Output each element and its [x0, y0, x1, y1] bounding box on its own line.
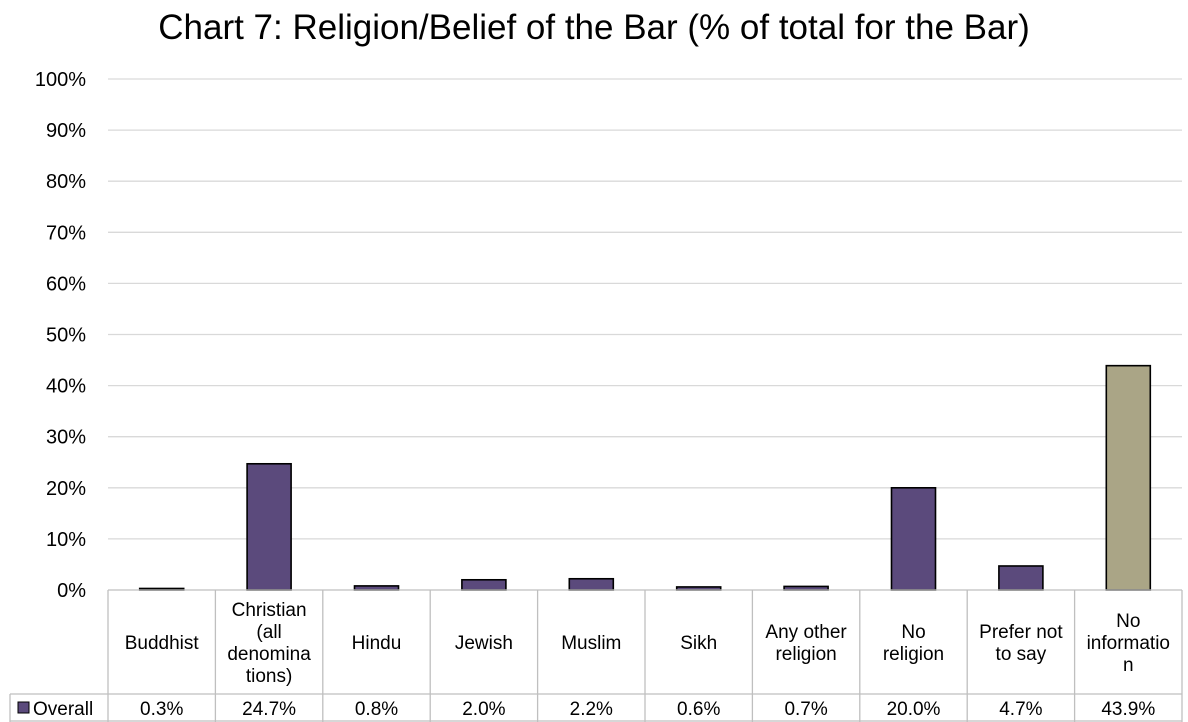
y-tick-label: 40%	[46, 376, 86, 398]
category-label: Sikh	[680, 633, 717, 654]
legend-label: Overall	[33, 699, 93, 720]
y-tick-label: 10%	[46, 529, 86, 551]
category-label: informatio	[1087, 633, 1170, 654]
bar	[998, 565, 1044, 591]
data-label: 24.7%	[242, 699, 296, 720]
data-label: 2.0%	[462, 699, 505, 720]
data-label: 4.7%	[999, 699, 1042, 720]
bars	[138, 364, 1152, 591]
bar	[461, 578, 507, 591]
data-label: 20.0%	[887, 699, 941, 720]
data-label: 0.7%	[784, 699, 827, 720]
data-label: 43.9%	[1101, 699, 1155, 720]
y-tick-label: 50%	[46, 325, 86, 347]
category-label: religion	[775, 644, 836, 665]
category-label: Buddhist	[125, 633, 200, 654]
data-label: 2.2%	[570, 699, 613, 720]
y-tick-label: 0%	[57, 580, 86, 602]
category-label: (all	[256, 622, 281, 643]
y-tick-label: 20%	[46, 478, 86, 500]
bar	[568, 577, 615, 591]
bar	[890, 486, 937, 591]
chart-title: Chart 7: Religion/Belief of the Bar (% o…	[158, 8, 1030, 47]
legend-swatch	[17, 701, 30, 714]
category-label: No	[1116, 611, 1140, 632]
category-label: denomina	[227, 644, 311, 665]
category-label: to say	[996, 644, 1047, 665]
category-label: No	[901, 622, 925, 643]
gridlines	[108, 78, 1182, 540]
y-tick-label: 90%	[46, 120, 86, 142]
y-axis-tick-labels: 0% 10% 20% 30% 40% 50% 60% 70% 80% 90% 100%	[35, 69, 86, 602]
category-label: Christian	[232, 600, 307, 621]
data-label: 0.3%	[140, 699, 183, 720]
category-label: Any other	[765, 622, 847, 643]
category-label: religion	[883, 644, 944, 665]
data-label: 0.6%	[677, 699, 720, 720]
data-label: 0.8%	[355, 699, 398, 720]
category-label: Muslim	[561, 633, 621, 654]
y-tick-label: 30%	[46, 427, 86, 449]
y-tick-label: 60%	[46, 273, 86, 295]
y-tick-label: 100%	[35, 69, 86, 91]
bar	[1105, 364, 1152, 591]
category-label: tions)	[246, 666, 292, 687]
y-tick-label: 70%	[46, 222, 86, 244]
category-label: Hindu	[352, 633, 402, 654]
category-label: Jewish	[455, 633, 513, 654]
bar	[246, 462, 292, 591]
category-label: Prefer not	[979, 622, 1063, 643]
category-label: n	[1123, 655, 1134, 676]
y-tick-label: 80%	[46, 171, 86, 193]
